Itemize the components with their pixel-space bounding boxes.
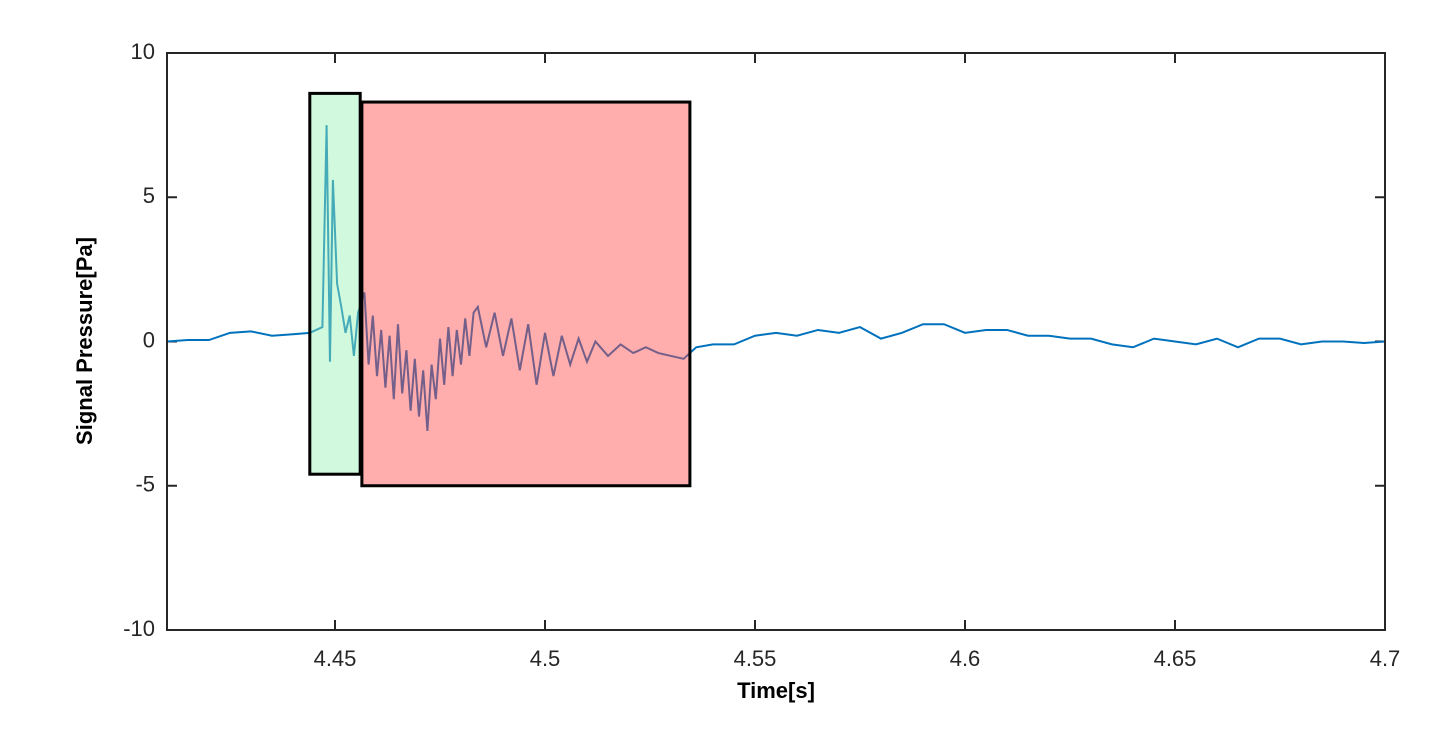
region-box [360, 100, 692, 488]
x-tick-label: 4.55 [734, 646, 777, 671]
y-tick-label: 10 [131, 39, 155, 64]
x-axis-label: Time[s] [737, 678, 815, 703]
x-tick-label: 4.6 [950, 646, 981, 671]
x-tick-label: 4.65 [1154, 646, 1197, 671]
y-tick-label: 0 [143, 327, 155, 352]
x-tick-label: 4.7 [1370, 646, 1401, 671]
plot-frame [166, 52, 1386, 631]
x-tick-label: 4.45 [314, 646, 357, 671]
y-tick-label: -10 [123, 616, 155, 641]
y-axis-label: Signal Pressure[Pa] [72, 237, 97, 445]
y-tick-label: -5 [135, 472, 155, 497]
y-tick-label: 5 [143, 183, 155, 208]
signal-line [166, 125, 1386, 431]
x-tick-label: 4.5 [530, 646, 561, 671]
region-box [308, 91, 362, 476]
